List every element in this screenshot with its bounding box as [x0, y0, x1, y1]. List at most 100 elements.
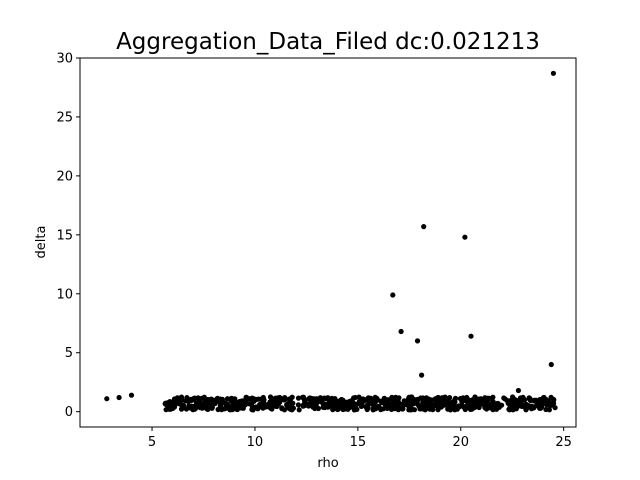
- cluster-point: [443, 396, 449, 402]
- cluster-point: [185, 398, 191, 405]
- cluster-point: [363, 404, 369, 410]
- cluster-point: [351, 395, 357, 401]
- cluster-point: [505, 400, 511, 406]
- cluster-point: [474, 402, 480, 408]
- cluster-point: [324, 403, 330, 409]
- cluster-point: [295, 402, 301, 408]
- cluster-point: [534, 402, 540, 408]
- cluster-point: [512, 397, 518, 403]
- x-tick-label: 15: [350, 435, 367, 450]
- cluster-point: [335, 398, 341, 405]
- outlier-point: [116, 394, 122, 401]
- y-tick-label: 0: [65, 405, 73, 420]
- x-tick-label: 10: [247, 435, 264, 450]
- cluster-point: [162, 400, 169, 406]
- cluster-point: [547, 403, 553, 409]
- cluster-point: [279, 405, 285, 411]
- cluster-point: [307, 401, 313, 407]
- cluster-point: [446, 404, 452, 410]
- cluster-point: [356, 394, 362, 400]
- cluster-point: [319, 399, 325, 405]
- outlier-point: [128, 392, 135, 398]
- cluster-point: [270, 400, 276, 406]
- cluster-point: [550, 396, 557, 402]
- cluster-point: [417, 406, 423, 412]
- cluster-point: [258, 396, 264, 402]
- cluster-point: [384, 402, 390, 408]
- cluster-point: [256, 404, 262, 410]
- cluster-point: [487, 401, 494, 407]
- cluster-point: [459, 402, 465, 408]
- cluster-point: [337, 403, 343, 409]
- cluster-point: [175, 401, 181, 407]
- cluster-point: [350, 399, 356, 405]
- cluster-point: [420, 395, 426, 401]
- cluster-point: [440, 402, 446, 409]
- outlier-point: [550, 70, 557, 76]
- cluster-point: [531, 397, 537, 403]
- x-axis-label: rho: [317, 456, 338, 471]
- cluster-point: [346, 404, 352, 410]
- cluster-point: [290, 405, 296, 411]
- cluster-point: [479, 397, 485, 403]
- cluster-point: [514, 404, 520, 410]
- cluster-point: [323, 395, 329, 401]
- y-tick-label: 15: [56, 228, 73, 243]
- cluster-point: [495, 402, 501, 408]
- cluster-point: [429, 405, 435, 412]
- data-points: [104, 70, 558, 413]
- cluster-point: [204, 406, 210, 412]
- cluster-point: [350, 403, 356, 410]
- cluster-point: [472, 397, 478, 403]
- cluster-point: [215, 406, 221, 413]
- cluster-point: [213, 398, 220, 404]
- cluster-point: [197, 401, 203, 407]
- cluster-point: [378, 406, 384, 412]
- y-tick-label: 5: [65, 346, 73, 361]
- outlier-point: [515, 387, 522, 394]
- outlier-point: [104, 396, 110, 402]
- cluster-point: [393, 401, 399, 408]
- outlier-point: [421, 224, 427, 230]
- cluster-point: [501, 395, 507, 401]
- outlier-point: [390, 292, 396, 298]
- cluster-point: [507, 407, 513, 413]
- cluster-point: [243, 401, 249, 407]
- cluster-point: [435, 407, 441, 413]
- cluster-point: [516, 397, 523, 403]
- cluster-point: [465, 403, 471, 409]
- cluster-point: [423, 405, 429, 412]
- cluster-point: [526, 396, 533, 402]
- cluster-point: [188, 403, 194, 409]
- cluster-point: [267, 394, 274, 400]
- cluster-point: [183, 406, 190, 412]
- chart-title: Aggregation_Data_Filed dc:0.021213: [116, 29, 540, 55]
- cluster-point: [397, 402, 403, 408]
- cluster-point: [374, 395, 380, 401]
- cluster-point: [290, 400, 296, 406]
- cluster-point: [371, 403, 377, 409]
- cluster-point: [484, 401, 490, 407]
- outlier-point: [468, 333, 474, 339]
- x-tick-label: 5: [148, 435, 156, 450]
- cluster-point: [543, 397, 549, 403]
- cluster-point: [408, 402, 414, 408]
- cluster-point: [249, 396, 255, 402]
- cluster-point: [331, 399, 337, 406]
- cluster-point: [224, 396, 231, 402]
- cluster-point: [307, 395, 313, 401]
- cluster-point: [466, 397, 472, 403]
- cluster-point: [295, 395, 302, 401]
- y-tick-label: 25: [56, 110, 73, 125]
- cluster-point: [231, 403, 237, 409]
- cluster-point: [341, 406, 347, 412]
- cluster-point: [193, 404, 199, 410]
- cluster-point: [406, 394, 412, 400]
- cluster-point: [433, 402, 439, 408]
- cluster-point: [168, 403, 174, 409]
- cluster-point: [217, 399, 223, 406]
- cluster-point: [493, 406, 500, 412]
- cluster-point: [236, 401, 242, 407]
- outlier-point: [419, 372, 425, 378]
- outlier-point: [414, 338, 421, 344]
